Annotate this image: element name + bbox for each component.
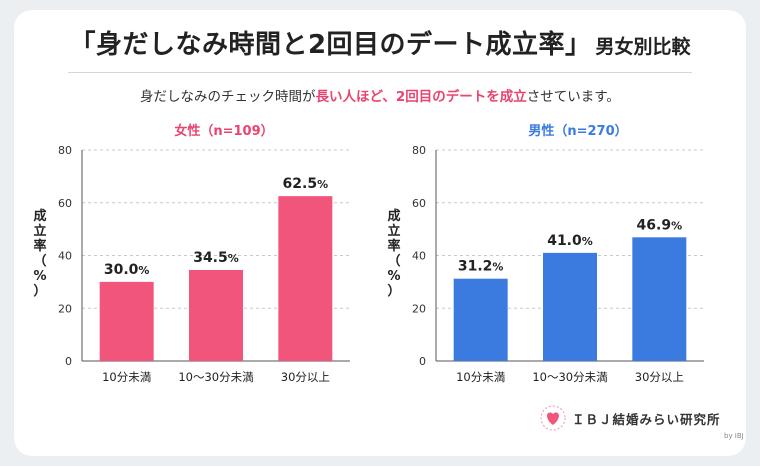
chart-male-svg: 男性（n=270） 0 20 40 60 80 成立率（%） 31.2% 10分未満 41.0% 1…: [387, 123, 704, 384]
chart-title: 女性（n=109）: [174, 123, 273, 139]
chart-female: 女性（n=109） 0 20 40 60 80 成立率（%） 30.0% 10分未満 34.5% 1…: [18, 110, 368, 400]
bar: [189, 270, 243, 361]
subtitle-mid: 、: [382, 89, 396, 105]
page-title: 「身だしなみ時間と2回目のデート成立率」 男女別比較: [0, 24, 760, 61]
subtitle-pre: 身だしなみのチェック時間が: [140, 89, 316, 105]
subtitle: 身だしなみのチェック時間が長い人ほど、2回目のデートを成立させています。: [0, 85, 760, 105]
title-suffix: 男女別比較: [595, 36, 691, 58]
data-label: 31.2%: [458, 259, 504, 275]
heart-icon: [540, 405, 566, 431]
subtitle-highlight-1: 長い人ほど: [315, 89, 383, 105]
chart-female-svg: 女性（n=109） 0 20 40 60 80 成立率（%） 30.0% 10分未満 34.5% 1…: [33, 123, 350, 384]
x-tick-label: 10〜30分未満: [532, 370, 607, 384]
y-axis-label: 成立率（%）: [33, 208, 46, 299]
y-tick-label: 0: [65, 355, 72, 368]
y-tick-label: 0: [419, 355, 426, 368]
bar: [632, 237, 687, 361]
logo-by: by IBJ: [724, 432, 744, 440]
data-label: 62.5%: [283, 176, 329, 192]
data-label: 34.5%: [193, 250, 239, 266]
bar: [453, 278, 508, 361]
y-tick-label: 80: [412, 144, 426, 157]
data-label: 46.9%: [637, 217, 683, 233]
x-tick-label: 10分未満: [102, 370, 151, 384]
bar: [99, 281, 154, 361]
subtitle-highlight-2: 2回目のデートを成立: [395, 89, 527, 105]
title-main: 「身だしなみ時間と2回目のデート成立率」: [69, 30, 592, 60]
data-label: 41.0%: [547, 233, 593, 249]
x-tick-label: 30分以上: [635, 370, 684, 384]
y-tick-label: 20: [412, 302, 426, 315]
x-tick-label: 10分未満: [456, 370, 505, 384]
data-label: 30.0%: [104, 262, 150, 278]
chart-title: 男性（n=270）: [528, 123, 627, 139]
chart-male: 男性（n=270） 0 20 40 60 80 成立率（%） 31.2% 10分未満 41.0% 1…: [372, 110, 722, 400]
y-tick-label: 60: [58, 197, 72, 210]
y-tick-label: 60: [412, 197, 426, 210]
y-tick-label: 40: [58, 250, 72, 263]
x-tick-label: 30分以上: [281, 370, 330, 384]
y-tick-label: 40: [412, 250, 426, 263]
title-divider: [68, 72, 692, 73]
logo-text: ＩＢＪ結婚みらい研究所: [572, 411, 721, 427]
y-tick-label: 20: [58, 302, 72, 315]
y-axis-label: 成立率（%）: [387, 208, 400, 299]
bar: [543, 252, 597, 361]
logo: ＩＢＪ結婚みらい研究所 by IBJ: [540, 405, 744, 440]
x-tick-label: 10〜30分未満: [178, 370, 253, 384]
subtitle-post: させています。: [526, 89, 620, 105]
bar: [278, 196, 333, 361]
chart-card: [14, 10, 746, 456]
y-tick-label: 80: [58, 144, 72, 157]
